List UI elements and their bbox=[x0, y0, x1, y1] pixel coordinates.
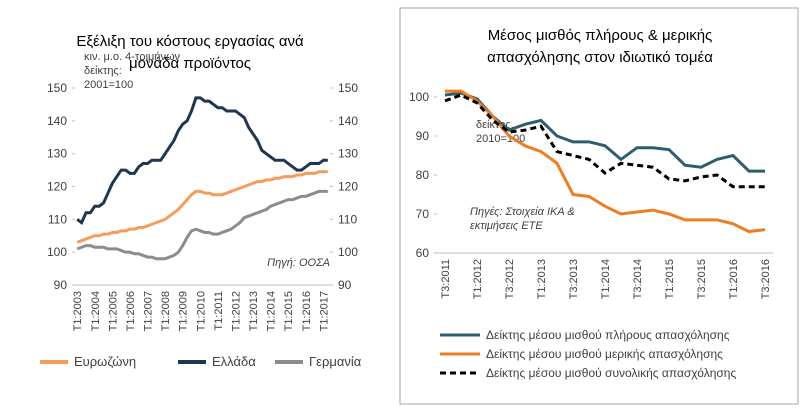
y-tick-label: 150 bbox=[47, 81, 67, 95]
chart-title: Εξέλιξη του κόστους εργασίας ανά bbox=[76, 33, 304, 50]
series-line bbox=[444, 93, 765, 189]
x-tick-label: Τ1:2015 bbox=[283, 291, 295, 331]
x-tick-label: Τ1:2016 bbox=[728, 259, 740, 299]
legend-label: Ελλάδα bbox=[212, 354, 256, 369]
x-tick-label: Τ1:2013 bbox=[536, 259, 548, 299]
x-tick-label: Τ3:2015 bbox=[696, 259, 708, 299]
x-tick-label: Τ1:2010 bbox=[195, 291, 207, 331]
x-tick-label: Τ1:2008 bbox=[160, 291, 172, 331]
x-tick-label: Τ1:2014 bbox=[600, 259, 612, 299]
annotation: 2010=100 bbox=[476, 133, 525, 145]
chart-title: Μέσος μισθός πλήρους & μερικής bbox=[488, 27, 713, 44]
legend-label: Δείκτης μέσου μισθού συνολικής απασχόλησ… bbox=[486, 366, 736, 380]
legend-label: Δείκτης μέσου μισθού μερικής απασχόλησης bbox=[486, 347, 723, 361]
annotation: 2001=100 bbox=[84, 79, 133, 91]
x-tick-label: Τ1:2012 bbox=[230, 291, 242, 331]
y-tick-label: 80 bbox=[416, 168, 430, 182]
annotation: δείκτης: bbox=[84, 65, 122, 77]
x-tick-label: Τ1:2004 bbox=[90, 291, 102, 331]
annotation: κιν. μ.ο. 4-τριμήνων bbox=[84, 51, 181, 63]
y-tick-label: 100 bbox=[47, 245, 67, 259]
annotation: Πηγές: Στοιχεία ΙΚΑ & bbox=[470, 206, 575, 218]
series-line bbox=[76, 170, 328, 244]
y2-tick-label: 130 bbox=[338, 147, 358, 161]
x-tick-label: Τ3:2016 bbox=[760, 259, 772, 299]
x-tick-label: Τ1:2007 bbox=[143, 291, 155, 331]
y-tick-label: 90 bbox=[416, 129, 430, 143]
x-tick-label: Τ1:2017 bbox=[318, 291, 330, 331]
chart-title: απασχόλησης στον ιδιωτικό τομέα bbox=[487, 49, 713, 66]
x-tick-label: Τ1:2012 bbox=[472, 259, 484, 299]
x-tick-label: Τ3:2013 bbox=[568, 259, 580, 299]
y2-tick-label: 110 bbox=[338, 212, 357, 226]
y-tick-label: 130 bbox=[47, 147, 67, 161]
y2-tick-label: 150 bbox=[338, 81, 358, 95]
x-tick-label: Τ1:2015 bbox=[664, 259, 676, 299]
legend-label: Γερμανία bbox=[309, 354, 362, 369]
x-tick-label: Τ1:2005 bbox=[107, 291, 119, 331]
x-tick-label: Τ1:2014 bbox=[266, 291, 278, 331]
y-tick-label: 140 bbox=[47, 114, 67, 128]
annotation: Πηγή: ΟΟΣΑ bbox=[267, 257, 330, 269]
legend-label: Ευρωζώνη bbox=[74, 354, 136, 369]
panel-frame bbox=[399, 7, 799, 405]
series-line bbox=[76, 189, 328, 261]
x-tick-label: Τ1:2016 bbox=[301, 291, 313, 331]
x-tick-label: Τ1:2013 bbox=[248, 291, 260, 331]
x-tick-label: Τ1:2009 bbox=[178, 291, 190, 331]
y-tick-label: 110 bbox=[48, 212, 67, 226]
y2-tick-label: 100 bbox=[338, 245, 358, 259]
y2-tick-label: 120 bbox=[338, 180, 358, 194]
x-tick-label: Τ3:2011 bbox=[440, 259, 452, 299]
y-tick-label: 120 bbox=[47, 180, 67, 194]
chart-title: μονάδα προϊόντος bbox=[129, 55, 251, 72]
x-tick-label: Τ1:2003 bbox=[72, 291, 84, 331]
x-tick-label: Τ3:2014 bbox=[632, 259, 644, 299]
y2-tick-label: 140 bbox=[338, 114, 358, 128]
y-tick-label: 70 bbox=[416, 207, 430, 221]
y-tick-label: 60 bbox=[416, 246, 430, 260]
x-tick-label: Τ1:2006 bbox=[125, 291, 137, 331]
x-tick-label: Τ3:2012 bbox=[504, 259, 516, 299]
y-tick-label: 90 bbox=[54, 278, 68, 292]
y-tick-label: 100 bbox=[409, 90, 429, 104]
y2-tick-label: 90 bbox=[338, 278, 352, 292]
series-line bbox=[76, 96, 328, 225]
legend-label: Δείκτης μέσου μισθού πλήρους απασχόλησης bbox=[486, 328, 730, 342]
annotation: εκτιμήσεις ΕΤΕ bbox=[470, 220, 543, 232]
x-tick-label: Τ1:2011 bbox=[213, 291, 225, 331]
